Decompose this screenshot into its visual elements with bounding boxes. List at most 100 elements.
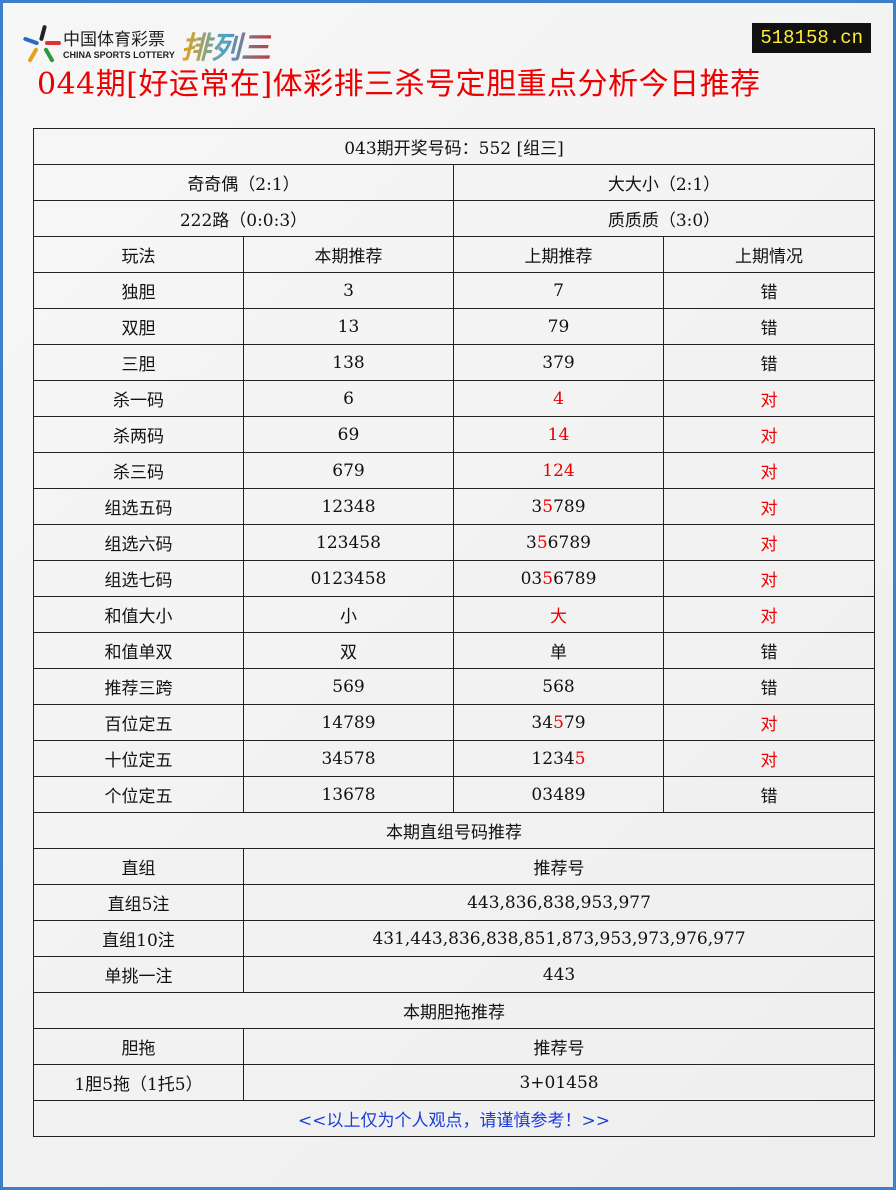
previous-pick: 14 <box>453 416 664 453</box>
pick-digit: 8 <box>563 496 575 517</box>
play-name: 和值单双 <box>33 632 244 669</box>
table-row: 推荐三跨 569 568 错 <box>33 668 876 705</box>
current-pick: 6 <box>243 380 454 417</box>
table-row: 组选五码 12348 35789 对 <box>33 488 876 525</box>
previous-pick: 7 <box>453 272 664 309</box>
pick-digit: 5 <box>542 568 554 589</box>
play-name: 单挑一注 <box>33 956 244 993</box>
odd-even: 奇奇偶（2:1） <box>33 164 454 201</box>
pick-digit: 7 <box>558 532 570 553</box>
play-name: 双胆 <box>33 308 244 345</box>
table-row: 独胆 3 7 错 <box>33 272 876 309</box>
previous-pick: 0356789 <box>453 560 664 597</box>
pick-digit: 7 <box>563 568 575 589</box>
previous-result: 错 <box>662 632 876 669</box>
previous-pick: 03489 <box>453 776 664 813</box>
previous-result: 对 <box>662 704 876 741</box>
table-row: 杀两码 69 14 对 <box>33 416 876 453</box>
pick-digit: 8 <box>563 676 575 697</box>
section-header-row: 直组 推荐号 <box>33 848 876 885</box>
previous-result: 对 <box>662 560 876 597</box>
page-title: 044期[好运常在]体彩排三杀号定胆重点分析今日推荐 <box>37 67 761 102</box>
pick-digit: 6 <box>547 532 559 553</box>
current-pick: 34578 <box>243 740 454 777</box>
current-pick: 0123458 <box>243 560 454 597</box>
previous-pick: 单 <box>453 632 664 669</box>
play-name: 直组5注 <box>33 884 244 921</box>
pick-digit: 7 <box>553 352 564 373</box>
previous-result: 错 <box>662 668 876 705</box>
pick-digit: 6 <box>553 568 564 589</box>
pick-digit: 3 <box>531 568 543 589</box>
current-pick: 13678 <box>243 776 454 813</box>
previous-pick: 568 <box>453 668 664 705</box>
current-pick: 69 <box>243 416 454 453</box>
table-row: 直组5注 443,836,838,953,977 <box>33 884 876 921</box>
pick-digit: 1 <box>547 424 559 445</box>
pick-digit: 7 <box>563 712 575 733</box>
play-name: 百位定五 <box>33 704 244 741</box>
previous-result: 对 <box>662 452 876 489</box>
table-row: 和值单双双 单 错 <box>33 632 876 669</box>
pick-digit: 3 <box>531 496 543 517</box>
pick-digit: 3 <box>526 532 537 553</box>
recommended-numbers: 443 <box>242 956 876 993</box>
current-pick: 12348 <box>243 488 454 525</box>
disclaimer-link[interactable]: <<以上仅为个人观点，请谨慎参考！>> <box>32 1100 876 1137</box>
previous-pick: 356789 <box>453 524 664 561</box>
pick-digit: 0 <box>520 568 532 589</box>
big-small: 大大小（2:1） <box>452 164 876 201</box>
pick-digit: 5 <box>574 748 586 769</box>
pick-digit: 9 <box>574 712 586 733</box>
pick-digit: 1 <box>531 748 543 769</box>
col-header: 上期情况 <box>662 236 876 273</box>
recommended-numbers: 3+01458 <box>242 1064 876 1101</box>
col-header: 玩法 <box>33 236 244 273</box>
pick-digit: 7 <box>547 316 559 337</box>
section-heading: 本期直组号码推荐 <box>32 812 876 849</box>
previous-result: 对 <box>662 596 876 633</box>
pick-digit: 3 <box>542 352 554 373</box>
pick-digit: 9 <box>574 496 586 517</box>
pick-digit: 2 <box>553 460 564 481</box>
pick-digit: 3 <box>542 784 554 805</box>
previous-pick: 124 <box>453 452 664 489</box>
recommended-numbers: 443,836,838,953,977 <box>242 884 876 921</box>
pick-digit: 8 <box>563 784 575 805</box>
current-pick: 小 <box>243 596 454 633</box>
table-row: 单挑一注 443 <box>33 956 876 993</box>
table-row: 杀三码 679 124 对 <box>33 452 876 489</box>
pick-digit: 7 <box>553 280 564 301</box>
previous-pick: 12345 <box>453 740 664 777</box>
table-row: 个位定五 13678 03489 错 <box>33 776 876 813</box>
pick-digit: 2 <box>542 748 554 769</box>
footer-row: <<以上仅为个人观点，请谨慎参考！>> <box>32 1100 876 1137</box>
logo-cn: 中国体育彩票 <box>63 30 165 50</box>
previous-pick: 35789 <box>453 488 664 525</box>
col-header: 胆拖 <box>33 1028 244 1065</box>
section-heading: 本期胆拖推荐 <box>32 992 876 1029</box>
previous-result: 错 <box>662 308 876 345</box>
play-name: 杀三码 <box>33 452 244 489</box>
pick-digit: 9 <box>580 532 591 553</box>
section-heading-row: 本期胆拖推荐 <box>32 992 876 1029</box>
pick-digit: 8 <box>574 568 586 589</box>
pick-digit: 5 <box>536 532 548 553</box>
pick-digit: 7 <box>553 496 564 517</box>
pick-digit: 4 <box>553 388 564 409</box>
pick-digit: 6 <box>553 676 564 697</box>
pick-digit: 4 <box>553 784 564 805</box>
previous-result: 错 <box>662 272 876 309</box>
section-heading-row: 本期直组号码推荐 <box>32 812 876 849</box>
site-badge[interactable]: 518158.cn <box>752 23 871 53</box>
pick-digit: 4 <box>558 424 570 445</box>
pick-digit: 1 <box>542 460 554 481</box>
pick-digit: 9 <box>585 568 597 589</box>
current-pick: 569 <box>243 668 454 705</box>
pick-digit: 4 <box>563 460 575 481</box>
play-name: 组选七码 <box>33 560 244 597</box>
current-pick: 679 <box>243 452 454 489</box>
pick-digit: 3 <box>531 712 543 733</box>
play-name: 独胆 <box>33 272 244 309</box>
